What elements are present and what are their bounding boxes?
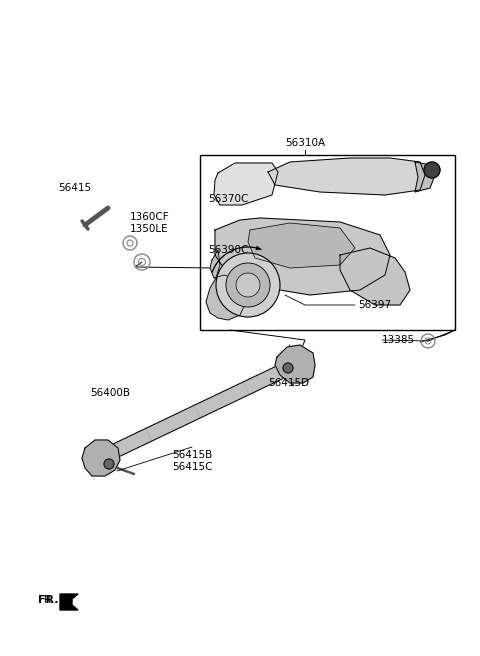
Circle shape: [236, 273, 260, 297]
Text: 56310A: 56310A: [285, 138, 325, 148]
Polygon shape: [60, 594, 78, 610]
Text: FR.: FR.: [38, 595, 59, 605]
Polygon shape: [97, 359, 298, 464]
Text: 56370C: 56370C: [208, 194, 248, 204]
Circle shape: [104, 459, 114, 469]
Text: 56397: 56397: [358, 300, 391, 310]
Circle shape: [424, 162, 440, 178]
Text: 1360CF: 1360CF: [130, 212, 169, 222]
Text: 56415: 56415: [58, 183, 91, 193]
Text: 56415C: 56415C: [172, 462, 212, 472]
Circle shape: [226, 263, 270, 307]
Polygon shape: [82, 440, 120, 476]
Polygon shape: [268, 158, 425, 195]
Text: 56415D: 56415D: [268, 378, 309, 388]
Circle shape: [283, 363, 293, 373]
Bar: [200, 155, 455, 330]
Text: 13385: 13385: [382, 335, 415, 345]
Text: 1350LE: 1350LE: [130, 224, 168, 234]
Polygon shape: [214, 163, 278, 205]
Text: 56400B: 56400B: [90, 388, 130, 398]
Polygon shape: [206, 250, 246, 320]
Polygon shape: [248, 223, 355, 268]
Circle shape: [216, 253, 280, 317]
Text: FR.: FR.: [38, 595, 54, 605]
Text: 56390C: 56390C: [208, 245, 248, 255]
Polygon shape: [415, 162, 435, 192]
Polygon shape: [275, 345, 315, 383]
Polygon shape: [340, 248, 410, 305]
Text: 56415B: 56415B: [172, 450, 212, 460]
Polygon shape: [215, 218, 390, 295]
